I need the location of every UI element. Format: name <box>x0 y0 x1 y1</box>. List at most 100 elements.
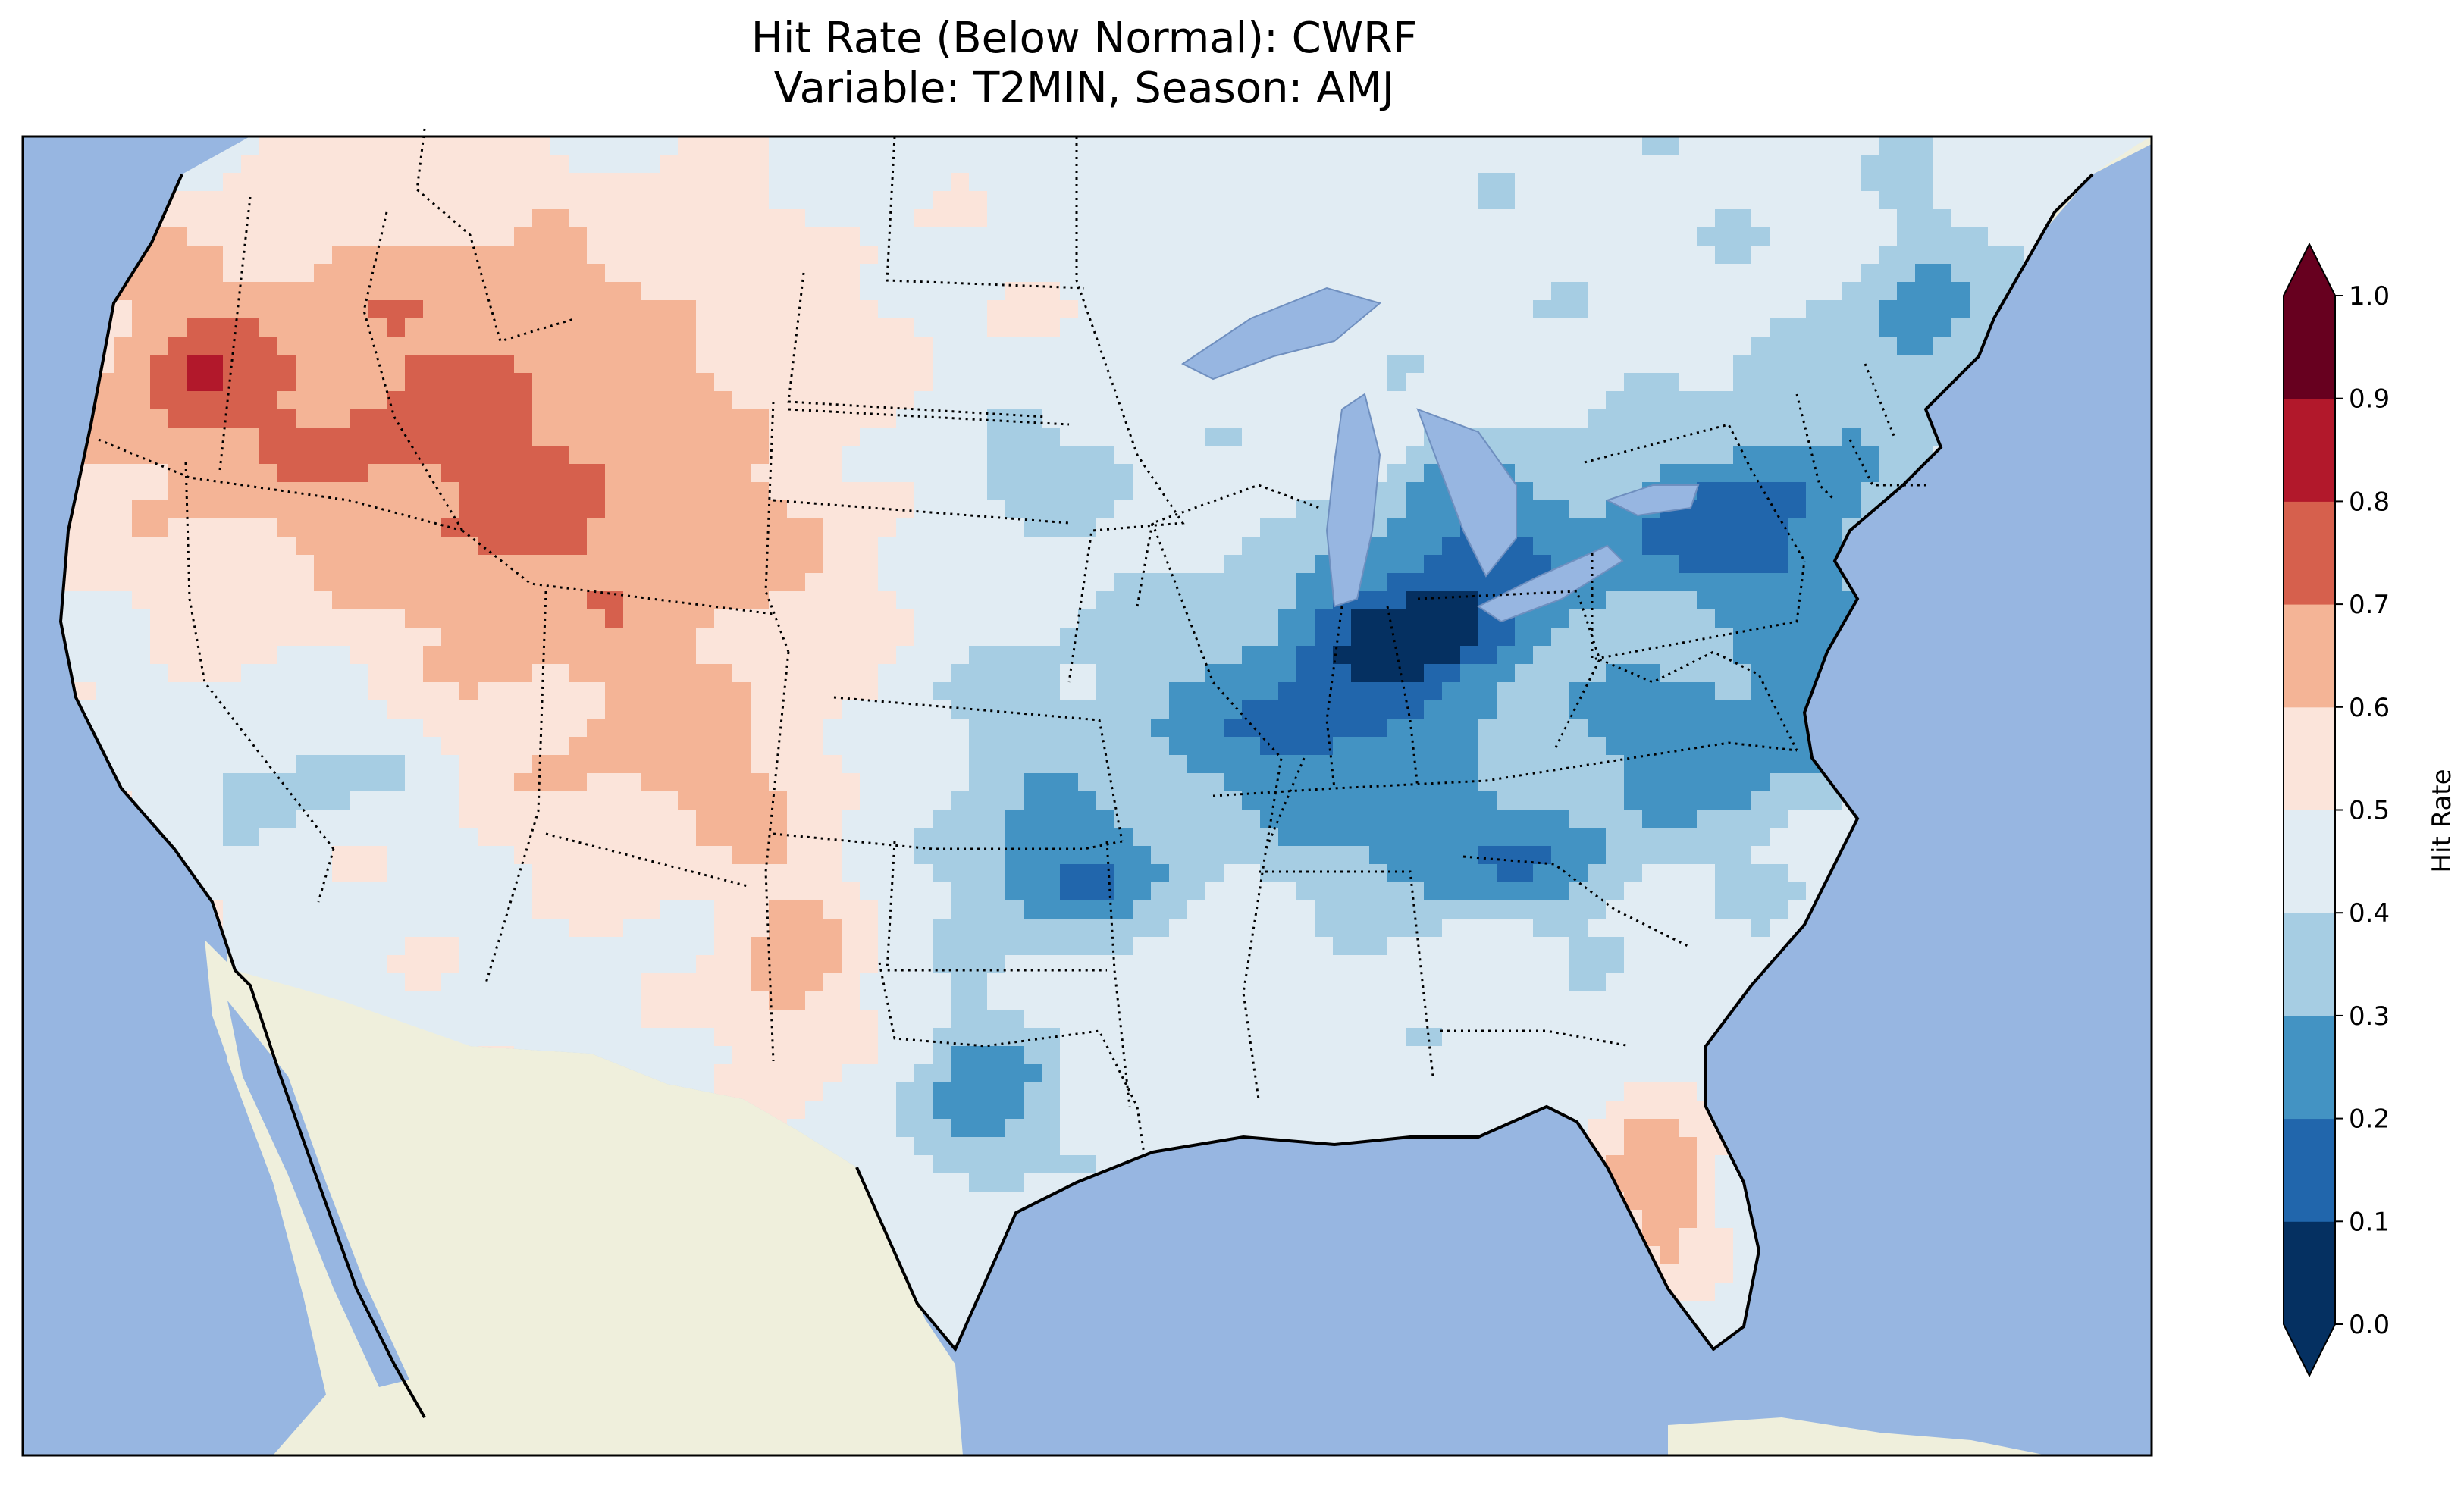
hit-rate-cell <box>205 719 224 738</box>
hit-rate-cell <box>1569 882 1588 901</box>
hit-rate-cell <box>1024 355 1042 374</box>
hit-rate-cell <box>1606 391 1625 410</box>
hit-rate-cell <box>1387 591 1406 610</box>
hit-rate-cell <box>405 682 424 701</box>
hit-rate-cell <box>1533 464 1552 483</box>
hit-rate-cell <box>1078 246 1097 265</box>
hit-rate-cell <box>478 300 497 319</box>
hit-rate-cell <box>1296 737 1315 756</box>
hit-rate-cell <box>1478 810 1497 828</box>
hit-rate-cell <box>368 409 387 428</box>
hit-rate-cell <box>1478 155 1497 174</box>
hit-rate-cell <box>1788 191 1807 210</box>
hit-rate-cell <box>587 518 606 537</box>
hit-rate-cell <box>96 464 114 483</box>
hit-rate-cell <box>1296 555 1315 574</box>
hit-rate-cell <box>459 300 478 319</box>
hit-rate-cell <box>1715 337 1734 355</box>
hit-rate-cell <box>1478 391 1497 410</box>
hit-rate-cell <box>787 355 806 374</box>
hit-rate-cell <box>896 882 915 901</box>
hit-rate-cell <box>860 628 879 647</box>
hit-rate-cell <box>259 682 278 701</box>
hit-rate-cell <box>641 646 660 665</box>
hit-rate-cell <box>77 500 96 519</box>
hit-rate-cell <box>550 227 569 246</box>
hit-rate-cell <box>1296 373 1315 392</box>
hit-rate-cell <box>423 646 442 665</box>
hit-rate-cell <box>187 646 205 665</box>
hit-rate-cell <box>1406 227 1425 246</box>
hit-rate-cell <box>1224 719 1243 738</box>
hit-rate-cell <box>678 300 697 319</box>
hit-rate-cell <box>805 209 824 228</box>
hit-rate-cell <box>1806 264 1825 283</box>
hit-rate-cell <box>205 300 224 319</box>
hit-rate-cell <box>1497 682 1516 701</box>
hit-rate-cell <box>569 500 588 519</box>
hit-rate-cell <box>332 555 351 574</box>
hit-rate-cell <box>314 337 333 355</box>
hit-rate-cell <box>1260 591 1279 610</box>
hit-rate-cell <box>478 900 497 919</box>
hit-rate-cell <box>1497 719 1516 738</box>
hit-rate-cell <box>114 464 133 483</box>
hit-rate-cell <box>732 609 751 628</box>
hit-rate-cell <box>1733 246 1752 265</box>
hit-rate-cell <box>641 664 660 683</box>
hit-rate-cell <box>1679 300 1698 319</box>
hit-rate-cell <box>1315 864 1334 883</box>
hit-rate-cell <box>1369 828 1388 847</box>
hit-rate-cell <box>914 628 933 647</box>
hit-rate-cell <box>259 791 278 810</box>
hit-rate-cell <box>1042 646 1061 665</box>
hit-rate-cell <box>1806 227 1825 246</box>
hit-rate-cell <box>514 591 533 610</box>
hit-rate-cell <box>96 628 114 647</box>
hit-rate-cell <box>1624 682 1643 701</box>
hit-rate-cell <box>296 373 315 392</box>
hit-rate-cell <box>1879 446 1898 465</box>
hit-rate-cell <box>587 773 606 792</box>
hit-rate-cell <box>1642 173 1661 192</box>
hit-rate-cell <box>259 209 278 228</box>
hit-rate-cell <box>150 282 169 301</box>
hit-rate-cell <box>1478 828 1497 847</box>
hit-rate-cell <box>1679 337 1698 355</box>
hit-rate-cell <box>732 900 751 919</box>
hit-rate-cell <box>223 682 242 701</box>
hit-rate-cell <box>805 173 824 192</box>
hit-rate-cell <box>805 537 824 556</box>
hit-rate-cell <box>787 628 806 647</box>
hit-rate-cell <box>277 337 296 355</box>
hit-rate-cell <box>1460 155 1479 174</box>
hit-rate-cell <box>496 282 515 301</box>
hit-rate-cell <box>1733 682 1752 701</box>
hit-rate-cell <box>1315 846 1334 865</box>
hit-rate-cell <box>987 773 1006 792</box>
hit-rate-cell <box>914 682 933 701</box>
hit-rate-cell <box>1060 518 1079 537</box>
hit-rate-cell <box>1151 755 1170 774</box>
hit-rate-cell <box>1970 300 1989 319</box>
hit-rate-cell <box>860 227 879 246</box>
hit-rate-cell <box>1697 755 1716 774</box>
hit-rate-cell <box>423 828 442 847</box>
hit-rate-cell <box>1187 900 1206 919</box>
hit-rate-cell <box>1715 318 1734 337</box>
hit-rate-cell <box>441 300 460 319</box>
hit-rate-cell <box>205 518 224 537</box>
hit-rate-cell <box>860 518 879 537</box>
hit-rate-cell <box>769 791 788 810</box>
hit-rate-cell <box>1679 882 1698 901</box>
hit-rate-cell <box>1551 518 1570 537</box>
hit-rate-cell <box>1042 828 1061 847</box>
hit-rate-cell <box>569 337 588 355</box>
hit-rate-cell <box>569 609 588 628</box>
hit-rate-cell <box>1879 391 1898 410</box>
hit-rate-cell <box>259 555 278 574</box>
hit-rate-cell <box>1005 537 1024 556</box>
hit-rate-cell <box>241 773 260 792</box>
hit-rate-cell <box>1842 300 1861 319</box>
hit-rate-cell <box>987 428 1006 446</box>
